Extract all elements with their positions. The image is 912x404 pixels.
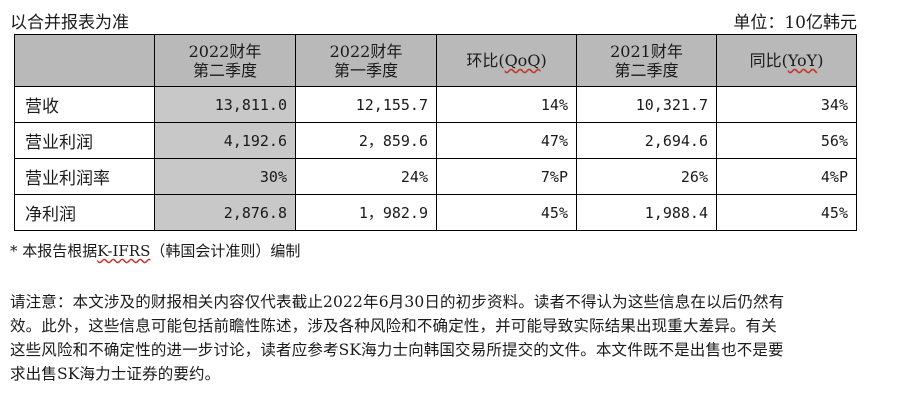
column-header-abbr: YoY <box>787 51 818 70</box>
table-cell: 1，982.9 <box>295 194 437 231</box>
table-cell: 2，859.6 <box>295 122 437 159</box>
column-header-yoy: 同比(YoY) <box>716 34 857 87</box>
table-cell: 26% <box>576 158 717 195</box>
table-cell: 4,192.6 <box>154 122 296 159</box>
accounting-standard-footnote: * 本报告根据K-IFRS（韩国会计准则）编制 <box>10 240 300 261</box>
column-header-qoq: 环比(QoQ) <box>436 34 577 87</box>
column-header-line2: 第二季度 <box>192 60 257 80</box>
table-row-operating-margin: 营业利润率 30% 24% 7%P 26% 4%P <box>14 158 857 195</box>
table-row-net-income: 净利润 2,876.8 1，982.9 45% 1,988.4 45% <box>14 194 857 231</box>
table-cell: 56% <box>716 122 857 159</box>
column-header-line2: 第二季度 <box>614 60 679 80</box>
table-cell: 30% <box>154 158 296 195</box>
footnote-standard: K-IFRS <box>97 242 151 260</box>
column-header-fy21-q2: 2021财年 第二季度 <box>576 34 717 87</box>
disclaimer-line: 这些风险和不确定性的进一步讨论，读者应参考SK海力士向韩国交易所提交的文件。本文… <box>10 341 784 359</box>
column-header-line1: 2022财年 <box>329 41 403 61</box>
row-label: 营业利润率 <box>14 158 155 195</box>
column-header-prefix: 同比( <box>749 51 788 70</box>
table-cell: 10,321.7 <box>576 86 717 123</box>
row-label: 营业利润 <box>14 122 155 159</box>
column-header-line2: 第一季度 <box>333 60 398 80</box>
row-label: 净利润 <box>14 194 155 231</box>
column-header-fy22-q2: 2022财年 第二季度 <box>154 34 296 87</box>
column-header-suffix: ) <box>817 51 824 70</box>
basis-caption: 以合并报表为准 <box>10 13 129 33</box>
table-cell: 47% <box>436 122 577 159</box>
table-cell: 45% <box>436 194 577 231</box>
table-row-operating-profit: 营业利润 4,192.6 2，859.6 47% 2,694.6 56% <box>14 122 857 159</box>
disclaimer-line: 求出售SK海力士证券的要约。 <box>10 365 221 383</box>
column-header-abbr: QoQ <box>504 51 541 70</box>
table-cell: 4%P <box>716 158 857 195</box>
column-header-line1: 2021财年 <box>610 41 683 61</box>
table-cell: 45% <box>716 194 857 231</box>
table-cell: 7%P <box>436 158 577 195</box>
disclaimer-line: 请注意：本文涉及的财报相关内容仅代表截止2022年6月30日的初步资料。读者不得… <box>10 293 785 311</box>
table-cell: 12,155.7 <box>295 86 437 123</box>
footnote-suffix: （韩国会计准则）编制 <box>150 242 301 260</box>
table-header-row: 2022财年 第二季度 2022财年 第一季度 环比(QoQ) 2021财年 第… <box>14 34 857 87</box>
column-header-suffix: ) <box>540 51 547 70</box>
unit-caption: 单位：10亿韩元 <box>733 13 857 33</box>
column-header-line1: 2022财年 <box>188 41 262 61</box>
footnote-prefix: * 本报告根据 <box>10 242 98 260</box>
disclaimer-paragraph: 请注意：本文涉及的财报相关内容仅代表截止2022年6月30日的初步资料。读者不得… <box>10 290 906 386</box>
financial-summary-table: 2022财年 第二季度 2022财年 第一季度 环比(QoQ) 2021财年 第… <box>14 34 857 231</box>
column-header-fy22-q1: 2022财年 第一季度 <box>295 34 437 87</box>
disclaimer-line: 效。此外，这些信息可能包括前瞻性陈述，涉及各种风险和不确定性，并可能导致实际结果… <box>10 317 777 335</box>
table-cell: 34% <box>716 86 857 123</box>
table-cell: 1,988.4 <box>576 194 717 231</box>
table-cell: 13,811.0 <box>154 86 296 123</box>
table-row-revenue: 营收 13,811.0 12,155.7 14% 10,321.7 34% <box>14 86 857 123</box>
table-cell: 2,694.6 <box>576 122 717 159</box>
row-label: 营收 <box>14 86 155 123</box>
table-cell: 14% <box>436 86 577 123</box>
table-cell: 24% <box>295 158 437 195</box>
table-corner-cell <box>14 34 155 87</box>
column-header-prefix: 环比( <box>466 51 505 70</box>
table-cell: 2,876.8 <box>154 194 296 231</box>
